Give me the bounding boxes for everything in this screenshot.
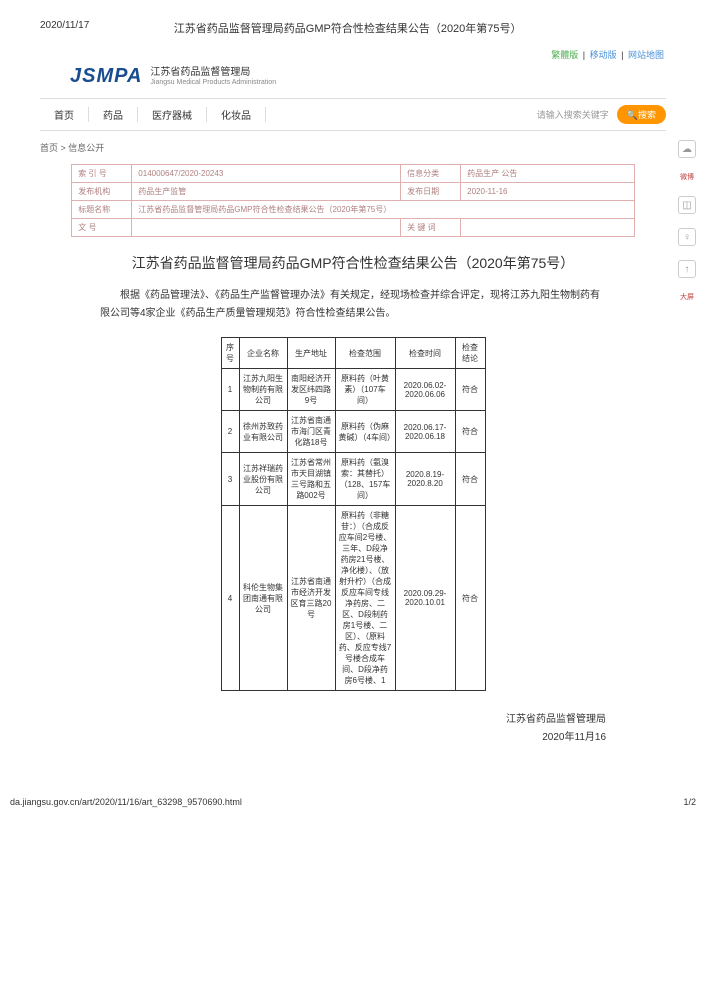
- table-row: 4科伦生物集团南通有限公司江苏省南通市经济开发区育三路20号原料药（非糖苷：）（…: [221, 506, 485, 691]
- cell-scope: 原料药（伪麻黄碱）（4车间）: [335, 411, 395, 453]
- cell-idx: 2: [221, 411, 239, 453]
- th-scope: 检查范围: [335, 338, 395, 369]
- logo: JSMPA 江苏省药品监督管理局 Jiangsu Medical Product…: [70, 65, 666, 88]
- cell-time: 2020.09.29-2020.10.01: [395, 506, 455, 691]
- share-icon[interactable]: ◫: [678, 196, 696, 214]
- info-cat-label: 信息分类: [401, 165, 461, 183]
- cell-addr: 江苏省南通市经济开发区育三路20号: [287, 506, 335, 691]
- print-date: 2020/11/17: [40, 20, 89, 40]
- side-toolbar: ☁ 微博 ◫ ♀ ↑ 大屏: [678, 140, 696, 302]
- info-cat-val: 药品生产 公告: [461, 165, 635, 183]
- cell-result: 符合: [455, 506, 485, 691]
- cell-addr: 江苏省南通市海门区青化路18号: [287, 411, 335, 453]
- info-no-label: 文 号: [72, 219, 132, 237]
- wechat-icon[interactable]: ☁: [678, 140, 696, 158]
- cell-name: 江苏九阳生物制药有限公司: [239, 369, 287, 411]
- table-row: 1江苏九阳生物制药有限公司南阳经济开发区纬四路9号原料药（叶黄素）（107车间）…: [221, 369, 485, 411]
- th-result: 检查结论: [455, 338, 485, 369]
- cell-time: 2020.8.19-2020.8.20: [395, 453, 455, 506]
- cell-time: 2020.06.17-2020.06.18: [395, 411, 455, 453]
- nav-devices[interactable]: 医疗器械: [138, 107, 207, 122]
- info-table: 索 引 号 014000647/2020-20243 信息分类 药品生产 公告 …: [71, 164, 634, 237]
- weibo-label[interactable]: 微博: [680, 172, 694, 182]
- logo-cn: 江苏省药品监督管理局: [150, 67, 276, 79]
- main-title: 江苏省药品监督管理局药品GMP符合性检查结果公告（2020年第75号）: [40, 253, 666, 273]
- screen-label[interactable]: 大屏: [680, 292, 694, 302]
- cell-result: 符合: [455, 369, 485, 411]
- cell-time: 2020.06.02-2020.06.06: [395, 369, 455, 411]
- info-no-val: [132, 219, 401, 237]
- user-icon[interactable]: ♀: [678, 228, 696, 246]
- link-traditional[interactable]: 繁體版: [551, 50, 578, 60]
- cell-addr: 南阳经济开发区纬四路9号: [287, 369, 335, 411]
- nav-cosmetics[interactable]: 化妆品: [207, 107, 266, 122]
- nav-home[interactable]: 首页: [40, 107, 89, 122]
- cell-idx: 4: [221, 506, 239, 691]
- th-time: 检查时间: [395, 338, 455, 369]
- cell-name: 徐州苏致药业有限公司: [239, 411, 287, 453]
- link-sitemap[interactable]: 网站地图: [628, 50, 664, 60]
- print-footer: da.jiangsu.gov.cn/art/2020/11/16/art_632…: [0, 797, 706, 807]
- table-row: 3江苏祥瑞药业股份有限公司江苏省常州市天目湖镇三号路和五路002号原料药（氨溴索…: [221, 453, 485, 506]
- print-title: 江苏省药品监督管理局药品GMP符合性检查结果公告（2020年第75号）: [174, 20, 522, 36]
- main-nav: 首页 药品 医疗器械 化妆品 请输入搜索关键字 🔍搜索: [40, 98, 666, 131]
- footer-url: da.jiangsu.gov.cn/art/2020/11/16/art_632…: [10, 797, 242, 807]
- th-addr: 生产地址: [287, 338, 335, 369]
- sig-date: 2020年11月16: [40, 729, 606, 747]
- inspection-table: 序号 企业名称 生产地址 检查范围 检查时间 检查结论 1江苏九阳生物制药有限公…: [221, 337, 486, 691]
- cell-scope: 原料药（氨溴索：其替托）（128、157车间）: [335, 453, 395, 506]
- intro-text: 根据《药品管理法》、《药品生产监督管理办法》有关规定，经现场检查并综合评定，现将…: [100, 287, 606, 323]
- info-key-val: [461, 219, 635, 237]
- cell-idx: 3: [221, 453, 239, 506]
- info-idx-label: 索 引 号: [72, 165, 132, 183]
- info-doc-val: 江苏省药品监督管理局药品GMP符合性检查结果公告（2020年第75号）: [132, 201, 634, 219]
- th-name: 企业名称: [239, 338, 287, 369]
- logo-text: JSMPA: [70, 65, 142, 88]
- cell-scope: 原料药（非糖苷：）（合成反应车间2号楼、三年、D段净药房21号楼、净化楼）、（放…: [335, 506, 395, 691]
- th-idx: 序号: [221, 338, 239, 369]
- cell-scope: 原料药（叶黄素）（107车间）: [335, 369, 395, 411]
- cell-idx: 1: [221, 369, 239, 411]
- info-doc-label: 标题名称: [72, 201, 132, 219]
- info-date-val: 2020-11-16: [461, 183, 635, 201]
- info-idx-val: 014000647/2020-20243: [132, 165, 401, 183]
- info-org-val: 药品生产监管: [132, 183, 401, 201]
- search-button[interactable]: 🔍搜索: [617, 105, 666, 124]
- logo-en: Jiangsu Medical Products Administration: [150, 79, 276, 86]
- info-date-label: 发布日期: [401, 183, 461, 201]
- link-mobile[interactable]: 移动版: [590, 50, 617, 60]
- footer-page: 1/2: [683, 797, 696, 807]
- search-placeholder[interactable]: 请输入搜索关键字: [266, 108, 617, 121]
- info-org-label: 发布机构: [72, 183, 132, 201]
- table-row: 2徐州苏致药业有限公司江苏省南通市海门区青化路18号原料药（伪麻黄碱）（4车间）…: [221, 411, 485, 453]
- cell-name: 江苏祥瑞药业股份有限公司: [239, 453, 287, 506]
- cell-result: 符合: [455, 453, 485, 506]
- signature: 江苏省药品监督管理局 2020年11月16: [40, 711, 606, 747]
- top-icon[interactable]: ↑: [678, 260, 696, 278]
- cell-result: 符合: [455, 411, 485, 453]
- sig-org: 江苏省药品监督管理局: [40, 711, 606, 729]
- info-key-label: 关 键 词: [401, 219, 461, 237]
- breadcrumb: 首页 > 信息公开: [40, 141, 666, 154]
- top-links: 繁體版 | 移动版 | 网站地图: [40, 48, 666, 61]
- nav-drugs[interactable]: 药品: [89, 107, 138, 122]
- cell-addr: 江苏省常州市天目湖镇三号路和五路002号: [287, 453, 335, 506]
- cell-name: 科伦生物集团南通有限公司: [239, 506, 287, 691]
